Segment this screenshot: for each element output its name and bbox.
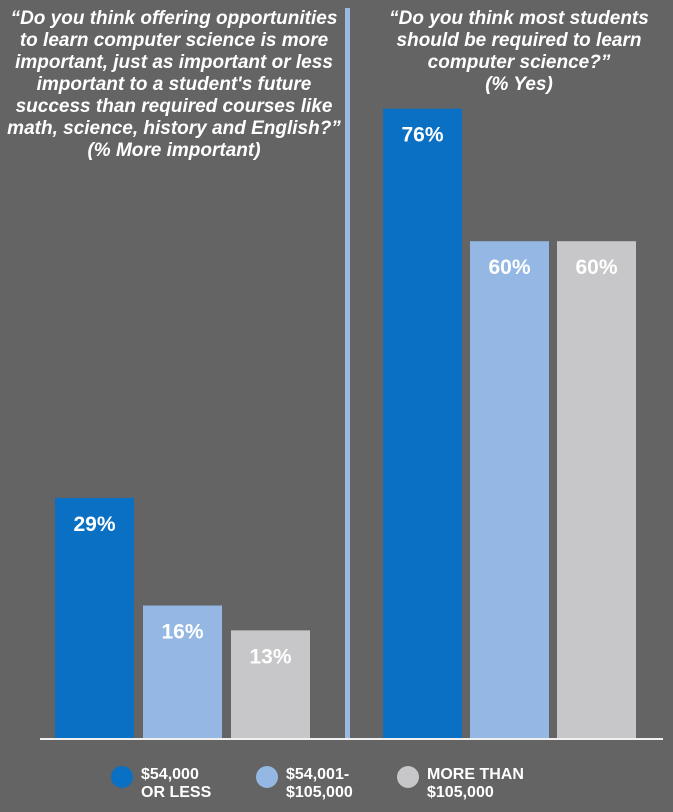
- bar-label-importance-mid: 16%: [161, 621, 203, 644]
- legend-item-low-income: $54,000 OR LESS: [111, 766, 261, 802]
- right-question: “Do you think most students should be re…: [370, 8, 668, 96]
- left-question: “Do you think offering opportunities to …: [5, 8, 343, 162]
- bar-label-importance-low: 29%: [73, 513, 115, 536]
- legend-label-low: $54,000 OR LESS: [141, 766, 212, 801]
- legend-item-mid-income: $54,001- $105,000: [256, 766, 406, 802]
- bar-required-mid: [470, 241, 549, 738]
- bar-importance-high: [231, 630, 310, 738]
- right-question-measure: (% Yes): [485, 74, 553, 95]
- left-question-measure: (% More important): [87, 140, 261, 161]
- bar-label-required-low: 76%: [401, 124, 443, 147]
- bar-importance-mid: [143, 605, 222, 738]
- bar-required-high: [557, 241, 636, 738]
- legend-swatch-low: [111, 766, 133, 788]
- legend-swatch-mid: [256, 766, 278, 788]
- bar-importance-low: [55, 497, 134, 738]
- legend-swatch-high: [397, 766, 419, 788]
- chart-divider: [345, 8, 350, 738]
- legend-label-mid: $54,001- $105,000: [286, 766, 353, 801]
- x-axis-baseline: [40, 738, 663, 740]
- bar-label-importance-high: 13%: [249, 645, 291, 668]
- right-question-text: “Do you think most students should be re…: [389, 8, 649, 73]
- legend-item-high-income: MORE THAN $105,000: [397, 766, 547, 802]
- bar-label-required-high: 60%: [575, 256, 617, 279]
- bar-required-low: [383, 108, 462, 739]
- legend-label-high: MORE THAN $105,000: [427, 766, 524, 801]
- legend: $54,000 OR LESS $54,001- $105,000 MORE T…: [0, 766, 673, 812]
- bar-label-required-mid: 60%: [488, 256, 530, 279]
- left-question-text: “Do you think offering opportunities to …: [7, 8, 341, 139]
